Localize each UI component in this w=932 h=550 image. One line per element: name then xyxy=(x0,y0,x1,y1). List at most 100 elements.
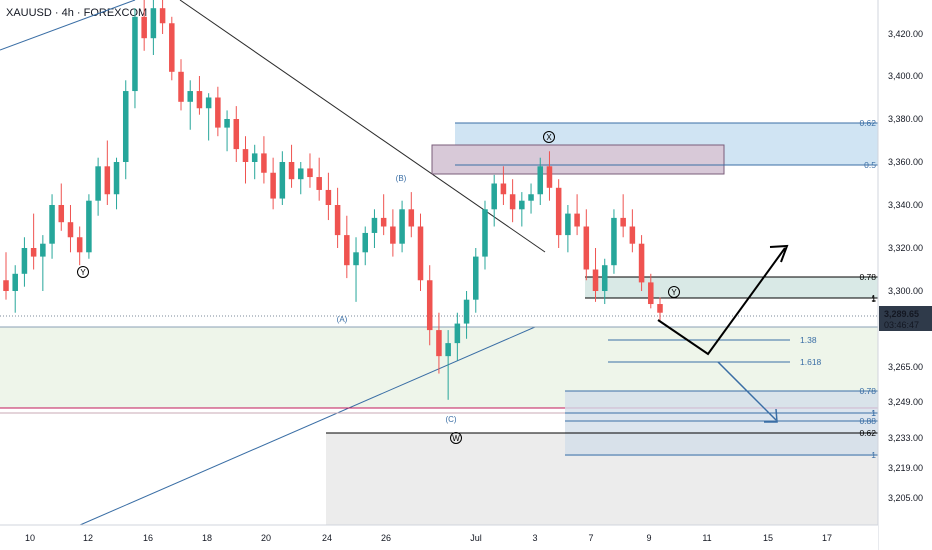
candle-body xyxy=(40,243,46,257)
candle-body xyxy=(601,265,608,291)
x-tick-label: 10 xyxy=(25,533,35,543)
y-tick-label: 3,400.00 xyxy=(888,71,923,81)
fib-level-label: 1 xyxy=(871,408,876,418)
candle-body xyxy=(638,243,645,283)
candle-body xyxy=(224,119,230,128)
y-tick-label: 3,249.00 xyxy=(888,397,923,407)
candle-body xyxy=(344,235,350,266)
x-tick-label: 24 xyxy=(322,533,332,543)
candle-body xyxy=(463,299,470,324)
candle-body xyxy=(574,213,580,227)
wave-circle xyxy=(77,266,89,278)
time-axis-panel xyxy=(0,525,878,550)
candle-body xyxy=(86,200,92,253)
y-tick-label: 3,300.00 xyxy=(888,286,923,296)
wave-circle xyxy=(450,432,462,444)
candle-body xyxy=(454,323,461,344)
candle-body xyxy=(408,209,415,227)
candle-body xyxy=(491,183,497,210)
y-tick-label: 3,420.00 xyxy=(888,29,923,39)
wave-label-Y: Y xyxy=(671,288,677,297)
x-tick-label: 7 xyxy=(588,533,593,543)
candle-body xyxy=(67,222,74,238)
rising-trendline xyxy=(79,326,536,526)
y-tick-label: 3,219.00 xyxy=(888,463,923,473)
candle-body xyxy=(371,217,378,233)
fib-level-label: 0.62 xyxy=(859,118,876,128)
y-tick-label: 3,233.00 xyxy=(888,433,923,443)
candle-body xyxy=(122,91,129,162)
price-badge xyxy=(879,306,932,331)
symbol-title: XAUUSD · 4h · FOREXCOM xyxy=(6,7,148,19)
candle-body xyxy=(629,226,636,244)
candle-body xyxy=(58,205,65,223)
x-tick-label: 17 xyxy=(822,533,832,543)
y-tick-label: 3,380.00 xyxy=(888,114,923,124)
candle-body xyxy=(500,183,507,195)
candle-body xyxy=(132,16,138,92)
candle-body xyxy=(325,189,332,205)
fib-level-label: 1.618 xyxy=(800,357,822,367)
wave-label-A: (A) xyxy=(337,315,348,324)
candle-body xyxy=(30,248,37,257)
candle-body xyxy=(104,166,111,195)
wave-label-Y: Y xyxy=(80,268,86,277)
candle-body xyxy=(417,226,424,281)
candle-body xyxy=(21,248,28,274)
fib-axis-marker: 1 xyxy=(871,294,876,304)
y-tick-label: 3,360.00 xyxy=(888,157,923,167)
candle-body xyxy=(297,168,304,180)
candle-body xyxy=(592,269,599,291)
candle-body xyxy=(150,8,157,39)
candle-body xyxy=(611,217,617,266)
upper-trendline xyxy=(0,0,136,51)
x-tick-label: 15 xyxy=(763,533,773,543)
candle-body xyxy=(657,304,663,313)
fib-level-label: 1.38 xyxy=(800,335,817,345)
candle-body xyxy=(3,280,9,291)
x-tick-label: Jul xyxy=(470,533,482,543)
x-tick-label: 3 xyxy=(532,533,537,543)
supply-box xyxy=(431,144,725,175)
x-tick-label: 16 xyxy=(143,533,153,543)
candle-body xyxy=(233,119,240,150)
candle-body xyxy=(519,200,525,210)
candle-body xyxy=(113,162,120,195)
x-tick-label: 9 xyxy=(646,533,651,543)
projection-arrowhead xyxy=(769,244,789,263)
candle-body xyxy=(537,166,544,195)
candle-body xyxy=(95,166,101,201)
fib-level-label: 0.88 xyxy=(859,416,876,426)
candle-body xyxy=(473,256,479,300)
fib-box-lower xyxy=(565,391,878,456)
y-tick-label: 3,340.00 xyxy=(888,200,923,210)
candle-body xyxy=(316,177,322,190)
x-tick-label: 18 xyxy=(202,533,212,543)
wave-label-B: (B) xyxy=(396,174,407,183)
candle-body xyxy=(307,168,313,178)
fib-box-middle xyxy=(585,277,878,298)
candle-body xyxy=(187,91,193,102)
candle-body xyxy=(261,153,267,173)
x-tick-label: 12 xyxy=(83,533,93,543)
candle-body xyxy=(648,282,654,305)
candle-body xyxy=(159,8,166,24)
candle-body xyxy=(380,217,387,227)
wave-circle xyxy=(543,131,555,143)
candle-body xyxy=(546,166,553,188)
candle-body xyxy=(399,209,405,244)
candle-body xyxy=(362,232,369,253)
fib-level-label: 0.5 xyxy=(864,160,876,170)
blue-projection-arrow xyxy=(717,361,777,421)
candle-body xyxy=(196,91,203,109)
x-tick-label: 11 xyxy=(702,533,711,543)
candle-body xyxy=(353,252,359,266)
fib-level-label: 0.78 xyxy=(859,272,876,282)
y-tick-label: 3,265.00 xyxy=(888,362,923,372)
candle-body xyxy=(620,217,626,227)
fib-axis-marker: 1 xyxy=(871,408,876,418)
price-axis-panel xyxy=(878,0,932,550)
candle-body xyxy=(555,187,562,236)
